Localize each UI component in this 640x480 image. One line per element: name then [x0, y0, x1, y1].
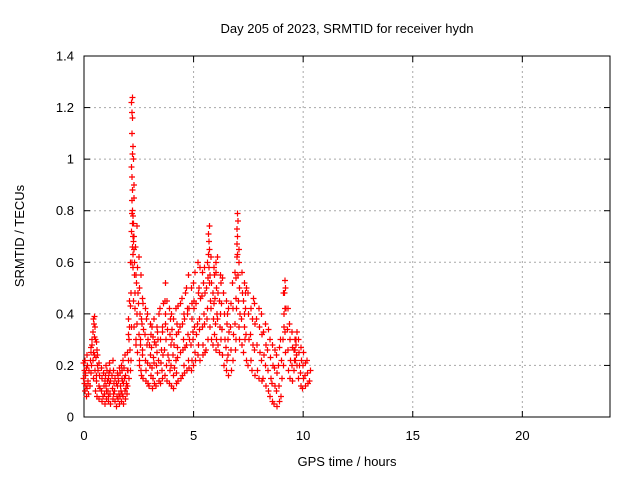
y-tick-label: 1.4 [56, 49, 74, 64]
data-points-group [80, 94, 314, 410]
y-tick-label: 1 [67, 152, 74, 167]
x-tick-label: 20 [515, 428, 529, 443]
tick-labels: 0 5 10 15 20 0 0.2 0.4 0.6 0.8 1 1.2 1.4 [56, 49, 530, 444]
scatter-points [80, 94, 314, 410]
y-axis-label: SRMTID / TECUs [12, 184, 27, 287]
x-tick-label: 15 [406, 428, 420, 443]
x-tick-label: 10 [296, 428, 310, 443]
y-tick-label: 0 [67, 410, 74, 425]
x-axis-label: GPS time / hours [298, 454, 397, 469]
y-tick-label: 0.4 [56, 306, 74, 321]
gridlines [84, 56, 610, 417]
y-tick-label: 0.6 [56, 255, 74, 270]
chart-title: Day 205 of 2023, SRMTID for receiver hyd… [221, 21, 474, 36]
x-tick-label: 5 [190, 428, 197, 443]
plot-border [83, 55, 611, 418]
y-tick-label: 0.2 [56, 358, 74, 373]
x-tick-label: 0 [80, 428, 87, 443]
y-tick-label: 1.2 [56, 100, 74, 115]
y-tick-label: 0.8 [56, 203, 74, 218]
